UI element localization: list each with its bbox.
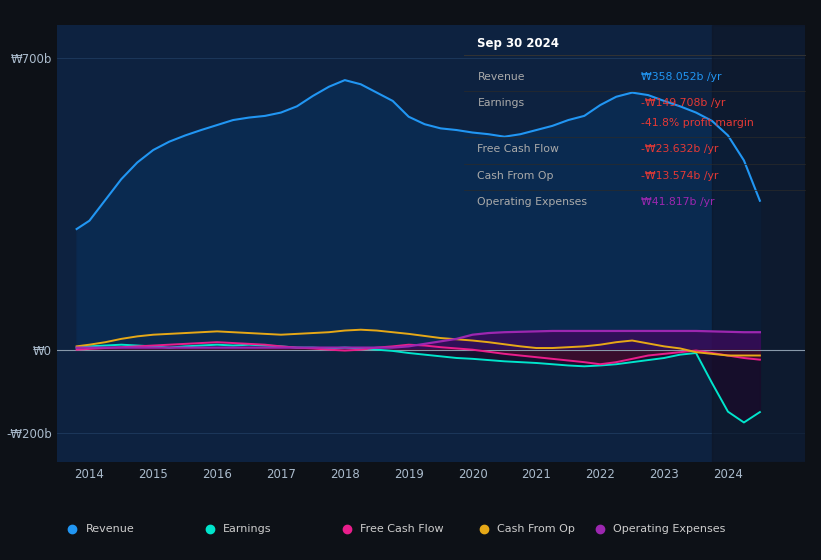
Text: -₩23.632b /yr: -₩23.632b /yr bbox=[641, 144, 718, 155]
Text: Earnings: Earnings bbox=[478, 98, 525, 108]
Text: Operating Expenses: Operating Expenses bbox=[478, 197, 588, 207]
Text: Free Cash Flow: Free Cash Flow bbox=[478, 144, 559, 155]
Text: ₩41.817b /yr: ₩41.817b /yr bbox=[641, 197, 714, 207]
Text: -₩13.574b /yr: -₩13.574b /yr bbox=[641, 171, 718, 181]
Text: Cash From Op: Cash From Op bbox=[498, 524, 575, 534]
Text: Operating Expenses: Operating Expenses bbox=[612, 524, 725, 534]
Text: -₩149.708b /yr: -₩149.708b /yr bbox=[641, 98, 726, 108]
Text: Sep 30 2024: Sep 30 2024 bbox=[478, 36, 559, 49]
Bar bbox=[712, 25, 811, 462]
Text: Free Cash Flow: Free Cash Flow bbox=[360, 524, 443, 534]
Text: Cash From Op: Cash From Op bbox=[478, 171, 554, 181]
Text: ₩358.052b /yr: ₩358.052b /yr bbox=[641, 72, 722, 82]
Text: Revenue: Revenue bbox=[85, 524, 134, 534]
Text: -41.8% profit margin: -41.8% profit margin bbox=[641, 118, 754, 128]
Text: Earnings: Earnings bbox=[222, 524, 271, 534]
Text: Revenue: Revenue bbox=[478, 72, 525, 82]
